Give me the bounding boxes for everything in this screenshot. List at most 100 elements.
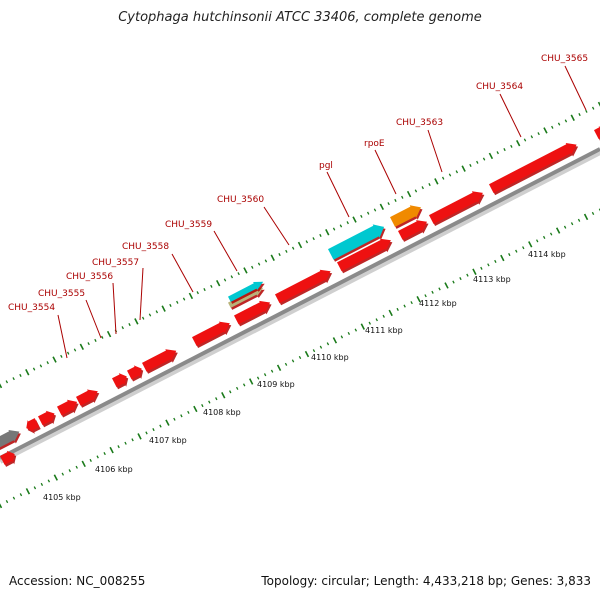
gc-tick-upper (285, 249, 288, 253)
gc-ticks-lower (0, 208, 600, 509)
gc-tick-upper (516, 139, 521, 147)
gene-callout: CHU_3555 (38, 289, 102, 339)
gc-tick-lower (0, 503, 3, 509)
gene-labels: CHU_3554 CHU_3555 CHU_3556 CHU_3557 CHU_3558… (8, 54, 588, 359)
gc-tick-lower (221, 392, 226, 399)
gc-tick-lower (332, 337, 338, 344)
gc-tick-upper (503, 148, 506, 152)
callout-line (139, 267, 144, 321)
gc-tick-upper (134, 318, 139, 325)
gc-tick-upper (182, 297, 186, 301)
gene-label: CHU_3554 (8, 303, 55, 313)
gene-label: CHU_3556 (66, 272, 113, 282)
gc-tick-upper (210, 284, 213, 288)
scale-label: 4111 kbp (365, 326, 403, 335)
gc-tick-upper (455, 170, 459, 174)
gc-tick-lower (591, 211, 595, 215)
callout-line (499, 93, 522, 138)
scale-label: 4108 kbp (203, 408, 241, 417)
gc-tick-lower (555, 227, 561, 234)
gc-tick-upper (597, 101, 600, 107)
gc-tick-lower (242, 383, 246, 387)
gene-callout: rpoE (364, 139, 397, 195)
accession-text: Accession: NC_008255 (9, 574, 146, 588)
gc-tick-upper (469, 163, 472, 167)
gene-arrow (142, 349, 177, 372)
gene-label: CHU_3563 (396, 118, 443, 128)
gc-tick-lower (515, 249, 518, 253)
gc-tick-lower (61, 472, 65, 476)
gc-tick-upper (188, 292, 194, 300)
gc-ticks-upper (0, 101, 600, 389)
gc-tick-upper (73, 348, 77, 352)
gc-tick-lower (256, 376, 260, 380)
gc-tick-lower (416, 295, 421, 303)
gc-tick-lower (248, 378, 254, 385)
gc-tick-upper (557, 122, 561, 126)
gc-tick-upper (379, 203, 384, 211)
callout-line (85, 299, 102, 339)
gc-tick-lower (438, 287, 441, 291)
gene-arrow (57, 399, 78, 416)
gc-tick-upper (551, 125, 554, 129)
gc-tick-lower (368, 321, 371, 325)
gc-tick-lower (193, 405, 198, 413)
scale-label: 4105 kbp (43, 493, 81, 502)
gc-tick-lower (89, 458, 92, 462)
gc-tick-lower (472, 268, 477, 275)
gc-tick-upper (394, 198, 397, 202)
gc-tick-lower (388, 309, 393, 317)
gene-label: rpoE (364, 139, 385, 149)
callout-line (112, 282, 117, 335)
gc-tick-upper (25, 369, 30, 376)
scale-label: 4107 kbp (149, 436, 187, 445)
gc-tick-lower (549, 232, 553, 236)
gc-tick-lower (340, 335, 344, 339)
gc-tick-upper (264, 259, 268, 263)
gc-tick-upper (537, 132, 540, 136)
callout-line (374, 149, 397, 195)
gc-tick-lower (354, 328, 358, 332)
gc-tick-upper (52, 356, 57, 363)
gc-tick-lower (40, 482, 44, 486)
gc-tick-lower (542, 235, 546, 239)
gc-tick-lower (152, 427, 155, 432)
gc-tick-lower (68, 469, 71, 473)
gc-tick-lower (276, 364, 282, 372)
gc-tick-upper (94, 338, 97, 342)
gene-label: CHU_3555 (38, 289, 85, 299)
gc-tick-upper (352, 216, 357, 223)
gc-tick-upper (461, 165, 466, 172)
gc-tick-upper (101, 335, 104, 339)
gc-tick-lower (431, 290, 434, 294)
scale-label: 4113 kbp (473, 275, 511, 284)
gc-tick-upper (60, 354, 63, 358)
callout-line (213, 230, 238, 272)
gc-tick-lower (375, 318, 378, 322)
gene-callout: CHU_3560 (217, 195, 290, 246)
gene-arrow (38, 410, 55, 426)
gc-tick-lower (19, 493, 23, 497)
gc-tick-upper (141, 316, 145, 320)
gc-tick-upper (270, 254, 275, 261)
gc-tick-lower (187, 410, 190, 414)
gene-label: CHU_3558 (122, 242, 169, 252)
scale-labels: 4105 kbp 4106 kbp 4107 kbp 4108 kbp 4109 kbp… (43, 250, 566, 502)
gc-tick-lower (487, 263, 490, 267)
gc-tick-upper (230, 275, 234, 279)
gc-tick-upper (278, 253, 281, 257)
gc-tick-upper (591, 106, 595, 110)
gene-label: CHU_3557 (92, 258, 139, 268)
gene-callout: CHU_3563 (396, 118, 443, 173)
gc-tick-upper (360, 214, 363, 218)
gc-tick-lower (81, 460, 86, 468)
gc-tick-upper (510, 144, 513, 148)
gc-tick-lower (319, 345, 323, 349)
gc-tick-upper (414, 189, 418, 193)
gc-tick-lower (12, 496, 16, 500)
gc-tick-upper (79, 343, 84, 351)
gc-tick-upper (216, 279, 221, 287)
topology-text: Topology: circular; Length: 4,433,218 bp… (261, 574, 591, 588)
gc-tick-lower (215, 397, 218, 401)
